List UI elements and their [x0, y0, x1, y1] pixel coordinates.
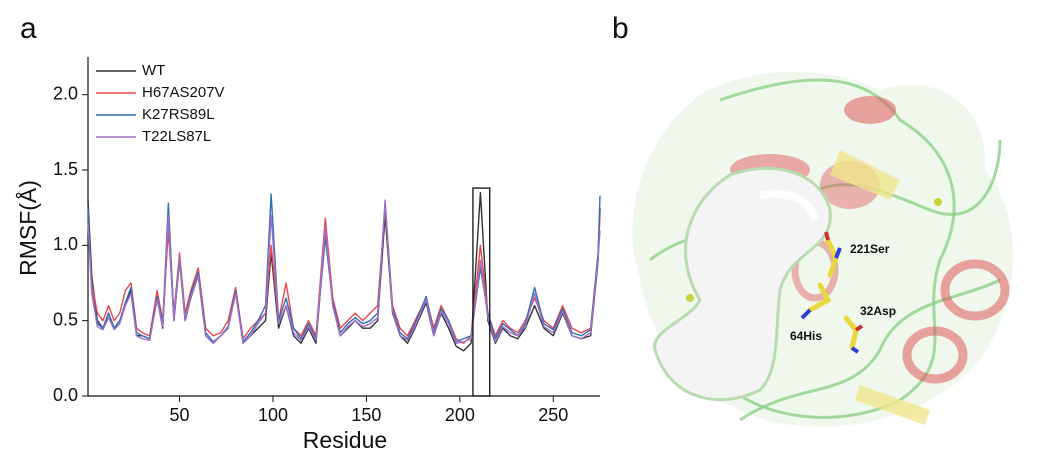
residue-label: 64His — [790, 329, 822, 343]
y-tick-label: 0.5 — [53, 309, 78, 329]
x-tick-label: 100 — [258, 405, 288, 425]
x-tick-label: 200 — [445, 405, 475, 425]
y-tick-label: 0.0 — [53, 385, 78, 405]
panel-label: b — [612, 12, 629, 45]
legend-label: K27RS89L — [142, 106, 215, 123]
legend-label: WT — [142, 62, 165, 79]
y-tick-label: 1.0 — [53, 234, 78, 254]
x-tick-label: 250 — [538, 405, 568, 425]
residue-label: 32Asp — [860, 304, 896, 318]
x-tick-label: 50 — [170, 405, 190, 425]
x-axis-label: Residue — [303, 427, 387, 453]
panel-label: a — [20, 12, 37, 45]
legend-label: H67AS207V — [142, 84, 225, 101]
highlight-box — [472, 187, 491, 397]
structure-image: 221Ser 64His 32Asp — [632, 71, 1013, 427]
y-tick-label: 1.5 — [53, 159, 78, 179]
y-tick-label: 2.0 — [53, 83, 78, 103]
residue-label: 221Ser — [850, 242, 890, 256]
y-axis-label: RMSF(Å) — [14, 180, 41, 276]
legend-label: T22LS87L — [142, 128, 211, 145]
x-tick-label: 150 — [351, 405, 381, 425]
series-line — [87, 193, 601, 343]
series-line — [87, 199, 601, 344]
